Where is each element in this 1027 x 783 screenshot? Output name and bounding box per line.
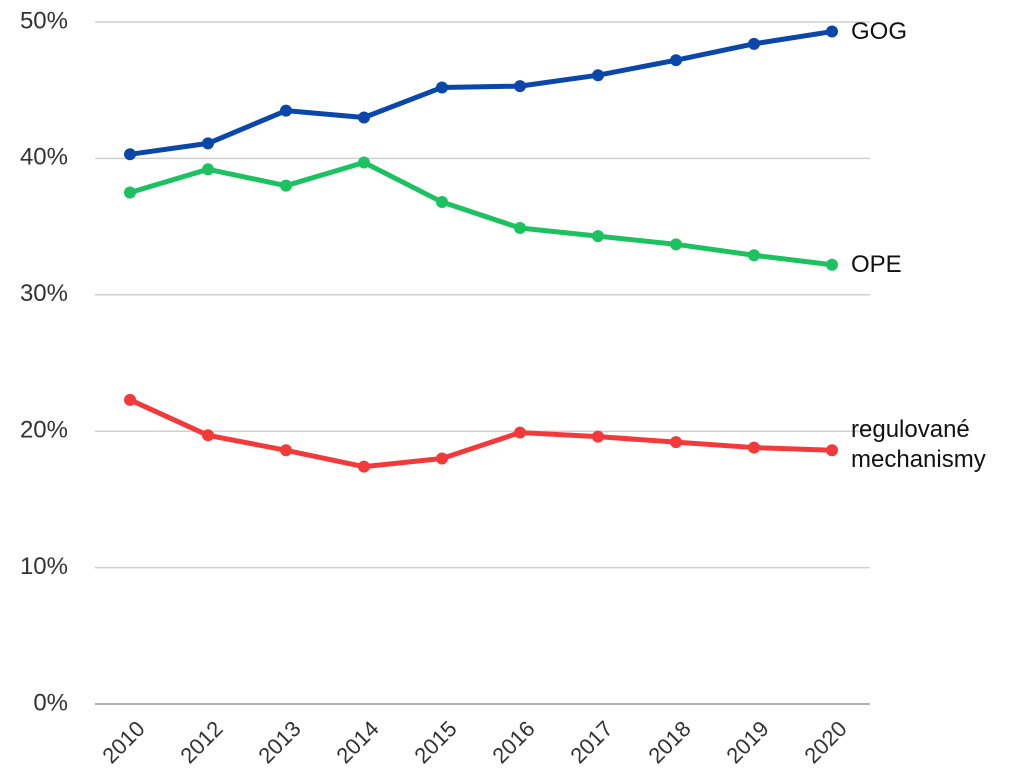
x-tick-label: 2010 xyxy=(97,716,149,768)
y-tick-label: 50% xyxy=(20,7,68,34)
y-tick-label: 20% xyxy=(20,417,68,444)
data-point xyxy=(826,25,838,38)
data-point xyxy=(514,80,526,93)
data-point xyxy=(436,196,448,209)
data-point xyxy=(748,249,760,262)
data-point xyxy=(358,156,370,169)
data-point xyxy=(592,230,604,243)
data-point xyxy=(280,104,292,117)
data-point xyxy=(670,436,682,449)
data-point xyxy=(124,186,136,199)
data-point xyxy=(592,430,604,443)
data-point xyxy=(514,426,526,439)
data-point xyxy=(202,429,214,442)
x-tick-label: 2016 xyxy=(487,716,539,768)
data-point xyxy=(826,258,838,271)
data-point xyxy=(514,221,526,234)
x-tick-label: 2018 xyxy=(643,716,695,768)
x-tick-label: 2017 xyxy=(565,716,617,768)
data-point xyxy=(436,81,448,94)
data-point xyxy=(280,444,292,457)
data-point xyxy=(748,37,760,50)
data-point xyxy=(124,393,136,406)
data-point xyxy=(358,460,370,473)
data-point xyxy=(202,137,214,150)
x-tick-label: 2019 xyxy=(721,716,773,768)
series-label: OPE xyxy=(851,251,902,278)
x-tick-label: 2015 xyxy=(409,716,461,768)
series-line xyxy=(128,397,833,470)
x-tick-label: 2020 xyxy=(799,716,851,768)
data-point xyxy=(826,444,838,457)
y-tick-label: 40% xyxy=(20,144,68,171)
data-point xyxy=(436,452,448,465)
y-tick-label: 0% xyxy=(33,689,68,716)
data-point xyxy=(670,238,682,251)
series-label: regulované mechanismy xyxy=(851,416,986,473)
data-point xyxy=(202,163,214,176)
series-line xyxy=(129,29,833,157)
data-point xyxy=(592,69,604,82)
data-point xyxy=(280,179,292,192)
data-point xyxy=(124,148,136,161)
x-tick-label: 2012 xyxy=(175,716,227,768)
series-label: GOG xyxy=(851,18,908,45)
series-line xyxy=(129,159,833,268)
data-point xyxy=(670,54,682,67)
x-tick-label: 2013 xyxy=(253,716,305,768)
data-point xyxy=(748,441,760,454)
y-tick-label: 30% xyxy=(20,280,68,307)
data-point xyxy=(358,111,370,124)
y-tick-label: 10% xyxy=(20,553,68,580)
x-tick-label: 2014 xyxy=(331,716,383,768)
